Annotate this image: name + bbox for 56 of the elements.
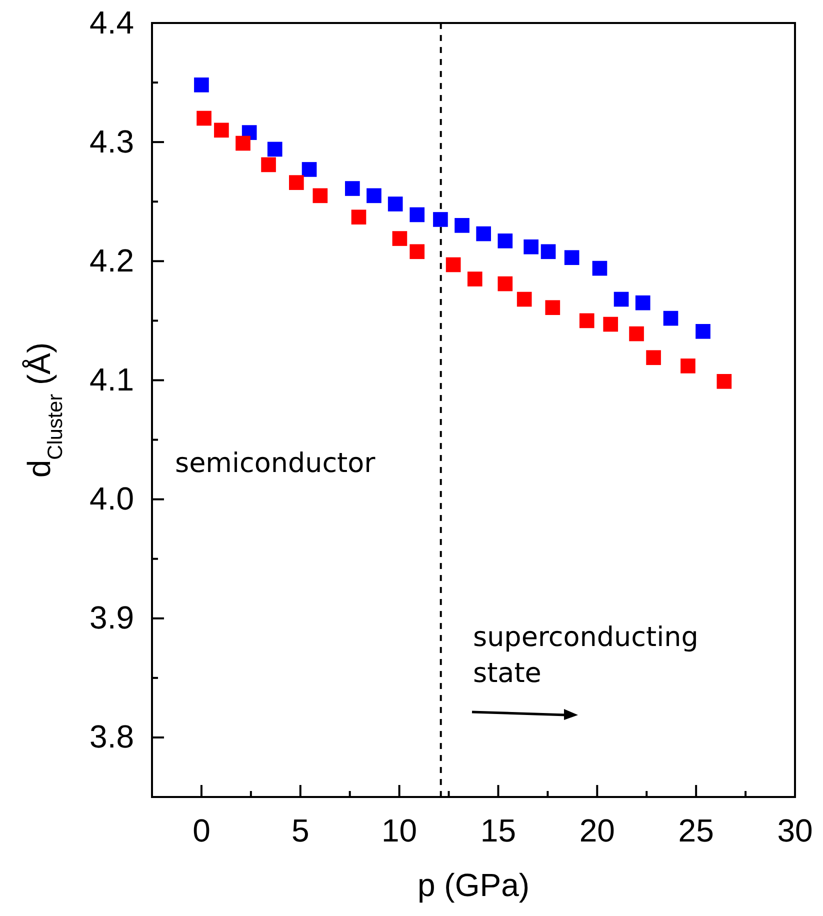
- point: [476, 226, 492, 242]
- point: [603, 316, 618, 332]
- point: [614, 292, 629, 307]
- y-tick-label: 4.1: [90, 361, 134, 398]
- y-tick-label: 4.4: [90, 4, 134, 40]
- point: [351, 210, 366, 225]
- annotation: semiconductor: [175, 448, 376, 479]
- point: [564, 250, 580, 265]
- point: [261, 157, 276, 172]
- x-tick-label: 30: [777, 812, 813, 849]
- point: [267, 142, 282, 157]
- x-tick-label: 25: [678, 812, 714, 849]
- point: [392, 231, 408, 246]
- point: [388, 196, 403, 212]
- point: [194, 78, 209, 92]
- point: [716, 374, 732, 389]
- point: [289, 175, 304, 190]
- point: [214, 122, 229, 138]
- point: [545, 300, 560, 316]
- x-axis-title: p (GPa): [417, 867, 530, 903]
- point: [454, 218, 470, 233]
- point: [196, 110, 212, 126]
- point: [498, 276, 513, 292]
- annotation: superconducting state: [473, 622, 698, 689]
- y-tick-label: 4.0: [90, 480, 134, 517]
- point: [696, 324, 710, 339]
- point: [302, 162, 317, 177]
- point: [635, 295, 650, 310]
- point: [236, 136, 250, 151]
- x-tick-label: 0: [192, 812, 210, 849]
- point: [467, 272, 482, 286]
- point: [516, 292, 532, 307]
- x-tick-label: 5: [291, 812, 310, 849]
- y-tick-label: 4.3: [90, 123, 134, 160]
- point: [433, 212, 448, 227]
- y-tick-label: 3.9: [90, 600, 134, 636]
- point: [366, 188, 382, 204]
- point: [680, 358, 696, 374]
- point: [592, 260, 608, 276]
- point: [446, 257, 461, 272]
- y-tick-label: 3.8: [90, 718, 134, 755]
- point: [646, 350, 661, 366]
- x-tick-label: 20: [579, 812, 615, 849]
- x-tick-label: 15: [480, 812, 516, 849]
- point: [498, 233, 513, 248]
- point: [663, 310, 678, 326]
- y-tick-label: 4.2: [90, 242, 134, 278]
- point: [345, 181, 360, 196]
- point: [579, 313, 594, 328]
- point: [629, 326, 644, 342]
- point: [410, 244, 425, 260]
- x-tick-label: 10: [382, 812, 418, 849]
- point: [410, 207, 425, 222]
- point: [540, 244, 556, 260]
- point: [524, 239, 538, 254]
- point: [312, 188, 328, 204]
